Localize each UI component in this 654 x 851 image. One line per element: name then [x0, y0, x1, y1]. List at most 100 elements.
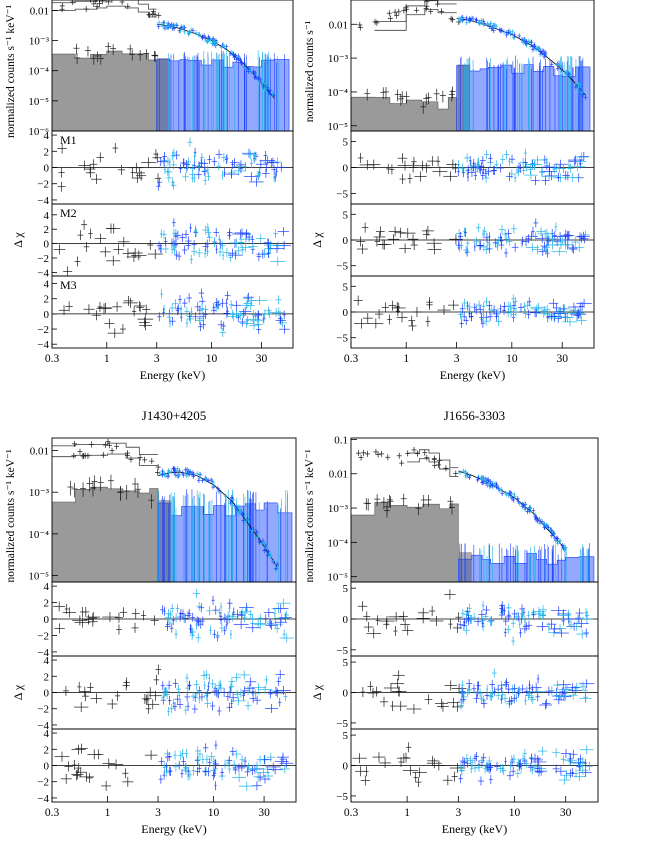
residual-ytick-label: −5 [336, 189, 348, 201]
residual-ytick-label: −4 [37, 339, 49, 351]
xaxis-label: Energy (keV) [440, 368, 505, 382]
residual-ylabel: Δ χ [310, 684, 324, 700]
spectrum-ylabel: normalized counts s⁻¹ keV⁻¹ [304, 449, 316, 583]
residual-ytick-label: −4 [37, 267, 49, 279]
residual-ytick-label: 5 [343, 136, 349, 148]
xaxis-label: Energy (keV) [140, 368, 205, 382]
xtick-label: 0.3 [344, 807, 359, 819]
xtick-label: 3 [155, 807, 161, 819]
spectrum-ytick-label: 10⁻³ [29, 36, 50, 48]
residual-ytick-label: −2 [37, 630, 49, 642]
residual-ytick-label: 2 [44, 294, 50, 306]
residual-panel: −4 −2 0 2 4 M1 [37, 130, 294, 207]
spectrum-ylabel: normalized counts s⁻¹ keV⁻¹ [5, 4, 17, 138]
xtick-label: 1 [404, 807, 410, 819]
spectrum-ytick-label: 10⁻³ [29, 487, 50, 499]
xtick-label: 3 [154, 353, 160, 365]
residual-ytick-label: 0 [44, 239, 50, 251]
xmm-model-line-2 [52, 5, 157, 18]
residual-ylabel: Δ χ [11, 232, 25, 248]
residual-ytick-label: 4 [44, 130, 50, 142]
residual-ytick-label: 0 [343, 235, 349, 247]
residual-panel: −5 0 5 [336, 275, 595, 349]
xmm-background-area [351, 96, 457, 131]
spectrum-ytick-label: 0.1 [334, 434, 348, 446]
residual-panel: −4 −2 0 2 4 [37, 581, 297, 659]
residual-ytick-label: −2 [37, 179, 49, 191]
xmm-model-line [374, 0, 457, 23]
spectrum-ylabel: normalized counts s⁻¹ [304, 20, 316, 122]
xtick-label: 0.3 [45, 807, 60, 819]
spectrum-ytick-label: 0.01 [329, 19, 348, 31]
residual-ytick-label: −2 [37, 324, 49, 336]
residual-ytick-label: 2 [44, 146, 50, 158]
residual-ytick-label: −5 [336, 333, 348, 345]
spectrum-plot [52, 0, 290, 131]
xtick-label: 1 [403, 353, 409, 365]
residual-ylabel: Δ χ [310, 232, 324, 248]
xmm-model-line-2 [374, 8, 457, 31]
spectrum-plot [52, 438, 293, 582]
nustar-background-area [456, 64, 591, 131]
xmm-model-line [407, 449, 459, 469]
residual-panel: −5 0 5 [336, 203, 595, 277]
residual-ytick-label: −4 [37, 793, 49, 805]
residual-panel-label: M2 [60, 206, 77, 220]
residual-ytick-label: 4 [44, 728, 50, 740]
background-overlap-area [157, 58, 170, 131]
residual-ytick-label: 2 [44, 598, 50, 610]
xtick-label: 30 [560, 807, 572, 819]
residual-panel: −5 0 5 [336, 581, 599, 657]
residual-ylabel: Δ χ [11, 684, 25, 700]
spectrum-ytick-label: 10⁻⁵ [327, 572, 348, 584]
residual-ytick-label: −5 [336, 791, 348, 803]
residual-ytick-label: −5 [336, 261, 348, 273]
spectrum-ytick-label: 10⁻³ [328, 503, 349, 515]
spectrum-ytick-label: 10⁻⁵ [327, 121, 348, 133]
spectrum-ytick-label: 10⁻⁴ [327, 87, 348, 99]
background-overlap-area [459, 552, 472, 582]
residual-panel: −4 −2 0 2 4 M3 [37, 275, 294, 351]
xtick-label: 0.3 [45, 353, 60, 365]
residual-ytick-label: 5 [343, 209, 349, 221]
residual-panel: −4 −2 0 2 4 [37, 655, 297, 732]
spectrum-ylabel: normalized counts s⁻¹ keV⁻¹ [5, 449, 17, 583]
spectrum-ytick-label: 10⁻⁵ [28, 571, 49, 583]
residual-panel: −4 −2 0 2 4 [37, 728, 297, 805]
residual-ytick-label: −2 [37, 253, 49, 265]
xtick-label: 10 [208, 807, 220, 819]
spectrum-ytick-label: 10⁻³ [328, 53, 349, 65]
residual-ytick-label: 0 [44, 614, 50, 626]
residual-ytick-label: 4 [44, 581, 50, 593]
residual-ytick-label: 4 [44, 655, 50, 667]
panel-top-left: 10⁻⁶ 10⁻⁵ 10⁻⁴ 10⁻³ 0.01 normalized counts s⁻… [5, 0, 294, 382]
xaxis-label: Energy (keV) [141, 822, 206, 836]
residual-ytick-label: 0 [44, 688, 50, 700]
xmm-background-area [52, 50, 158, 131]
xtick-label: 10 [509, 807, 521, 819]
xmm-model-line-2 [52, 453, 159, 466]
residual-ytick-label: 4 [44, 279, 50, 291]
spectrum-ytick-label: 0.01 [30, 446, 49, 458]
xtick-label: 3 [455, 807, 461, 819]
residual-ytick-label: 0 [343, 163, 349, 175]
residual-ytick-label: −4 [37, 720, 49, 732]
residual-ytick-label: −4 [37, 195, 49, 207]
residual-ytick-label: 2 [44, 744, 50, 756]
nustar-model-line [156, 23, 275, 99]
residual-ytick-label: 0 [343, 688, 349, 700]
spectrum-ytick-label: 10⁻⁶ [28, 126, 49, 138]
residual-ytick-label: 0 [343, 614, 349, 626]
spectrum-ytick-label: 10⁻⁴ [327, 537, 348, 549]
spectrum-ytick-label: 10⁻⁵ [28, 96, 49, 108]
residual-ytick-label: 5 [343, 281, 349, 293]
xtick-label: 1 [104, 353, 110, 365]
residual-ytick-label: 5 [343, 730, 349, 742]
xtick-label: 10 [506, 353, 518, 365]
nustar-model-line [456, 17, 586, 96]
residual-ytick-label: 5 [343, 583, 349, 595]
spectrum-plot [351, 0, 591, 131]
residual-ytick-label: −5 [336, 645, 348, 657]
